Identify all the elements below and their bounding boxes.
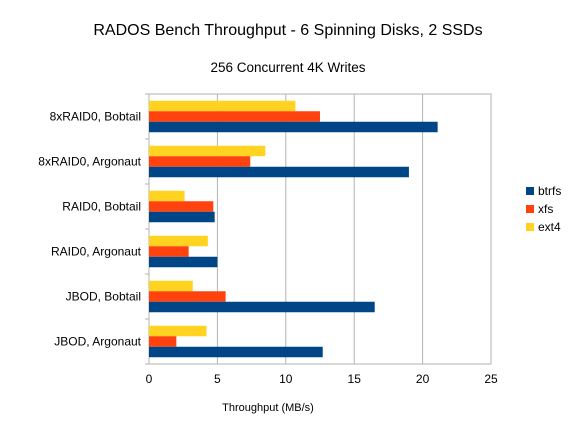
bar-btrfs — [149, 301, 375, 313]
legend-label-btrfs: btrfs — [538, 184, 561, 198]
bar-btrfs — [149, 211, 215, 223]
bar-ext4 — [149, 145, 266, 157]
legend-swatch-btrfs — [526, 187, 534, 195]
category-label: JBOD, Bobtail — [66, 290, 141, 304]
plot-frame — [148, 93, 492, 365]
bar-ext4 — [149, 280, 193, 292]
x-tick-label: 25 — [484, 372, 498, 386]
bar-btrfs — [149, 256, 218, 268]
legend-swatch-xfs — [526, 205, 534, 213]
plot-background — [149, 94, 491, 364]
chart-title: RADOS Bench Throughput - 6 Spinning Disk… — [93, 22, 482, 39]
x-tick-label: 5 — [214, 372, 221, 386]
bar-xfs — [149, 201, 214, 212]
legend: btrfs xfs ext4 — [526, 184, 561, 234]
bar-ext4 — [149, 190, 185, 202]
category-label: RAID0, Argonaut — [51, 245, 142, 259]
bar-xfs — [149, 246, 189, 257]
bar-btrfs — [149, 346, 323, 358]
legend-swatch-ext4 — [526, 223, 534, 231]
legend-label-xfs: xfs — [538, 202, 553, 216]
legend-label-ext4: ext4 — [538, 220, 561, 234]
bar-xfs — [149, 156, 251, 167]
x-tick-label: 10 — [279, 372, 293, 386]
plot-area: 8xRAID0, Bobtail 8xRAID0, Argonaut RAID0, … — [38, 93, 498, 386]
chart-subtitle: 256 Concurrent 4K Writes — [210, 60, 365, 75]
category-label: JBOD, Argonaut — [54, 335, 141, 349]
category-label: RAID0, Bobtail — [62, 200, 141, 214]
x-tick-label: 20 — [416, 372, 430, 386]
bar-ext4 — [149, 325, 207, 337]
bar-btrfs — [149, 166, 409, 178]
bar-ext4 — [149, 100, 296, 112]
x-tick-label: 15 — [348, 372, 362, 386]
bar-xfs — [149, 336, 177, 347]
category-label: 8xRAID0, Bobtail — [50, 110, 141, 124]
bar-ext4 — [149, 235, 208, 247]
bar-xfs — [149, 111, 320, 122]
bar-xfs — [149, 291, 226, 302]
x-axis-title: Throughput (MB/s) — [222, 402, 314, 414]
category-label: 8xRAID0, Argonaut — [38, 155, 141, 169]
bar-btrfs — [149, 121, 438, 133]
x-tick-label: 0 — [146, 372, 153, 386]
